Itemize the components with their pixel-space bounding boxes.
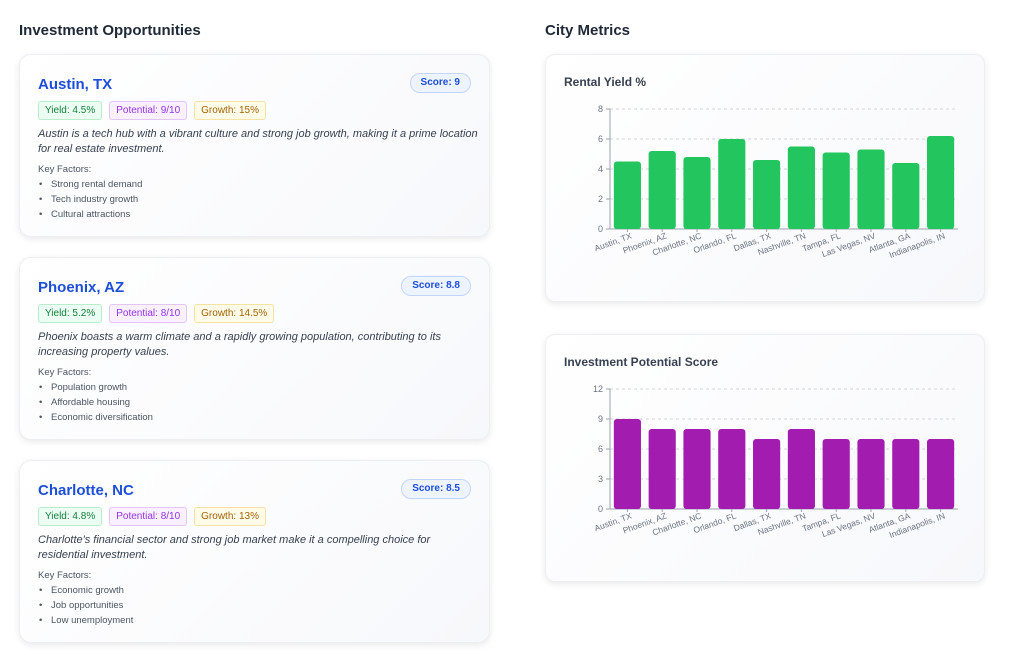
- metric-tags: Yield: 5.2% Potential: 8/10 Growth: 14.5…: [38, 304, 275, 323]
- bar: [683, 429, 711, 509]
- key-factor-item: Population growth: [38, 380, 153, 395]
- y-tick-label: 12: [593, 384, 603, 394]
- bar: [927, 439, 955, 509]
- bar: [648, 151, 676, 229]
- card-city-name[interactable]: Austin, TX: [38, 76, 113, 93]
- score-badge: Score: 9: [409, 73, 471, 93]
- city-metrics-heading: City Metrics: [545, 22, 631, 39]
- key-factors-label: Key Factors:: [38, 570, 92, 581]
- growth-tag: Growth: 14.5%: [194, 304, 275, 323]
- key-factor-item: Tech industry growth: [38, 192, 142, 207]
- bar: [787, 429, 815, 509]
- y-tick-label: 8: [598, 104, 603, 114]
- card-description: Austin is a tech hub with a vibrant cult…: [38, 128, 478, 155]
- card-description: Phoenix boasts a warm climate and a rapi…: [38, 331, 441, 358]
- city-card-charlotte[interactable]: Charlotte, NC Score: 8.5 Yield: 4.8% Pot…: [19, 460, 490, 643]
- bar: [927, 136, 955, 229]
- yield-tag: Yield: 5.2%: [38, 304, 103, 323]
- key-factors-label: Key Factors:: [38, 367, 92, 378]
- growth-tag: Growth: 15%: [194, 101, 266, 120]
- card-description: Charlotte's financial sector and strong …: [38, 534, 431, 561]
- y-tick-label: 6: [598, 444, 603, 454]
- bar: [613, 161, 641, 229]
- potential-tag: Potential: 8/10: [109, 507, 188, 526]
- bar: [753, 160, 781, 229]
- potential-tag: Potential: 8/10: [109, 304, 188, 323]
- bar: [718, 139, 746, 229]
- card-city-name[interactable]: Charlotte, NC: [38, 482, 134, 499]
- bar: [613, 419, 641, 509]
- potential-tag: Potential: 9/10: [109, 101, 188, 120]
- key-factor-item: Economic growth: [38, 583, 133, 598]
- rental-yield-chart-card: Rental Yield % 0 2 4 6 8 Austin, TX Phoenix, A…: [545, 54, 985, 302]
- y-tick-label: 3: [598, 474, 603, 484]
- growth-tag: Growth: 13%: [194, 507, 266, 526]
- bar: [683, 157, 711, 229]
- key-factor-item: Economic diversification: [38, 410, 153, 425]
- city-card-phoenix[interactable]: Phoenix, AZ Score: 8.8 Yield: 5.2% Poten…: [19, 257, 490, 440]
- bar: [892, 439, 920, 509]
- score-badge: Score: 8.5: [401, 479, 471, 499]
- key-factor-item: Low unemployment: [38, 613, 133, 628]
- key-factors-label: Key Factors:: [38, 164, 92, 175]
- bar: [787, 146, 815, 229]
- key-factors-list: Economic growth Job opportunities Low un…: [38, 583, 133, 628]
- investment-potential-chart-card: Investment Potential Score 0 3 6 9 12 Austin,…: [545, 334, 985, 582]
- y-tick-label: 6: [598, 134, 603, 144]
- yield-tag: Yield: 4.8%: [38, 507, 103, 526]
- y-tick-label: 2: [598, 194, 603, 204]
- bar: [857, 149, 885, 229]
- key-factor-item: Affordable housing: [38, 395, 153, 410]
- key-factor-item: Strong rental demand: [38, 177, 142, 192]
- bar: [822, 439, 850, 509]
- card-city-name[interactable]: Phoenix, AZ: [38, 279, 125, 296]
- y-tick-label: 9: [598, 414, 603, 424]
- metric-tags: Yield: 4.5% Potential: 9/10 Growth: 15%: [38, 101, 266, 120]
- metric-tags: Yield: 4.8% Potential: 8/10 Growth: 13%: [38, 507, 266, 526]
- bar: [857, 439, 885, 509]
- bar: [648, 429, 676, 509]
- key-factors-list: Population growth Affordable housing Eco…: [38, 380, 153, 425]
- investment-opportunities-heading: Investment Opportunities: [19, 22, 201, 39]
- bar: [753, 439, 781, 509]
- bar: [892, 163, 920, 229]
- yield-tag: Yield: 4.5%: [38, 101, 103, 120]
- chart-title: Rental Yield %: [564, 75, 647, 89]
- bar: [718, 429, 746, 509]
- key-factor-item: Job opportunities: [38, 598, 133, 613]
- chart-title: Investment Potential Score: [564, 355, 719, 369]
- y-tick-label: 0: [598, 504, 603, 514]
- city-card-austin[interactable]: Austin, TX Score: 9 Yield: 4.5% Potentia…: [19, 54, 490, 237]
- key-factors-list: Strong rental demand Tech industry growt…: [38, 177, 142, 222]
- bar: [822, 152, 850, 229]
- key-factor-item: Cultural attractions: [38, 207, 142, 222]
- score-badge: Score: 8.8: [401, 276, 471, 296]
- y-tick-label: 4: [598, 164, 603, 174]
- y-tick-label: 0: [598, 224, 603, 234]
